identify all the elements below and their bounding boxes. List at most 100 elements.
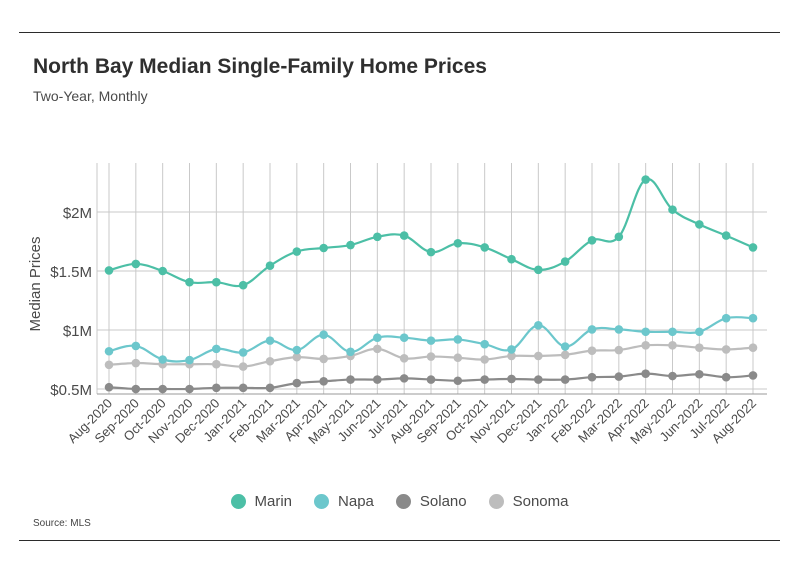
- data-point-marin: [587, 236, 597, 245]
- data-point-marin: [534, 265, 543, 275]
- data-point-sonoma: [104, 360, 114, 370]
- legend-label-solano: Solano: [419, 493, 467, 510]
- data-point-solano: [668, 371, 677, 381]
- legend-label-sonoma: Sonoma: [512, 493, 569, 510]
- data-point-napa: [158, 355, 167, 364]
- data-point-sonoma: [453, 353, 463, 363]
- data-point-marin: [480, 243, 489, 252]
- data-point-sonoma: [292, 352, 302, 362]
- data-point-solano: [560, 375, 570, 384]
- data-point-solano: [480, 375, 489, 384]
- legend-item-marin[interactable]: Marin: [230, 493, 293, 510]
- data-point-marin: [614, 232, 624, 242]
- data-point-sonoma: [587, 346, 597, 355]
- data-point-napa: [131, 341, 141, 351]
- data-point-napa: [587, 325, 597, 334]
- data-point-marin: [104, 266, 114, 275]
- data-point-napa: [507, 345, 516, 354]
- data-point-sonoma: [614, 345, 624, 355]
- legend-label-marin: Marin: [254, 493, 293, 510]
- data-point-napa: [641, 327, 650, 337]
- legend-item-solano[interactable]: Solano: [395, 493, 467, 510]
- data-point-marin: [185, 277, 194, 287]
- data-point-marin: [695, 220, 704, 229]
- data-point-sonoma: [319, 354, 328, 364]
- data-point-solano: [614, 372, 624, 381]
- data-point-solano: [212, 383, 221, 393]
- data-point-sonoma: [426, 352, 436, 361]
- legend-swatch-napa: [314, 494, 330, 509]
- data-point-sonoma: [238, 362, 248, 371]
- data-point-solano: [265, 383, 275, 393]
- chart-legend: Marin Napa Solano Sonoma: [0, 493, 799, 510]
- data-point-sonoma: [534, 351, 543, 361]
- data-point-sonoma: [560, 350, 570, 360]
- data-point-solano: [426, 375, 436, 384]
- data-point-napa: [265, 336, 275, 345]
- data-point-napa: [185, 355, 194, 365]
- data-point-solano: [453, 376, 463, 386]
- data-point-marin: [265, 261, 275, 270]
- data-point-sonoma: [480, 355, 489, 364]
- legend-swatch-marin: [230, 494, 246, 509]
- chart-title: North Bay Median Single-Family Home Pric…: [33, 55, 487, 78]
- legend-item-sonoma[interactable]: Sonoma: [488, 493, 569, 510]
- data-point-marin: [721, 231, 731, 240]
- data-point-solano: [346, 375, 355, 384]
- data-point-napa: [292, 345, 302, 355]
- data-point-sonoma: [399, 354, 409, 363]
- data-point-marin: [668, 205, 677, 214]
- data-point-sonoma: [131, 358, 141, 368]
- data-point-napa: [695, 327, 704, 337]
- data-point-solano: [534, 375, 543, 384]
- data-point-solano: [373, 375, 382, 384]
- data-point-marin: [292, 247, 302, 256]
- data-point-napa: [212, 344, 221, 354]
- data-point-solano: [695, 369, 704, 379]
- data-point-sonoma: [748, 343, 758, 353]
- y-tick-label: $1M: [63, 323, 92, 340]
- data-point-napa: [668, 327, 677, 337]
- legend-swatch-solano: [395, 494, 411, 509]
- data-point-solano: [292, 378, 302, 388]
- y-tick-label: $2M: [63, 205, 92, 222]
- data-point-napa: [748, 313, 758, 323]
- data-point-napa: [346, 347, 355, 357]
- data-point-marin: [212, 277, 221, 287]
- y-tick-label: $1.5M: [50, 264, 92, 281]
- data-point-napa: [560, 342, 570, 351]
- data-point-marin: [748, 243, 758, 252]
- data-point-marin: [560, 257, 570, 266]
- data-point-napa: [721, 313, 731, 323]
- data-point-marin: [158, 266, 167, 276]
- data-point-sonoma: [507, 351, 516, 361]
- data-point-napa: [453, 335, 463, 344]
- data-point-marin: [346, 240, 355, 250]
- data-point-marin: [131, 259, 141, 269]
- data-point-sonoma: [212, 359, 221, 369]
- data-point-sonoma: [668, 341, 677, 350]
- source-note: Source: MLS: [33, 518, 91, 529]
- data-point-solano: [158, 384, 167, 394]
- y-axis-title: Median Prices: [27, 236, 44, 331]
- data-point-solano: [748, 371, 758, 380]
- data-point-marin: [319, 243, 328, 253]
- data-point-napa: [238, 348, 248, 357]
- legend-item-napa[interactable]: Napa: [314, 493, 374, 510]
- chart-subtitle: Two-Year, Monthly: [33, 88, 148, 104]
- legend-label-napa: Napa: [338, 493, 374, 510]
- data-point-marin: [373, 232, 382, 242]
- data-point-sonoma: [265, 356, 275, 366]
- data-point-napa: [614, 325, 624, 334]
- bottom-rule: [19, 540, 780, 541]
- data-point-marin: [641, 175, 650, 184]
- data-point-napa: [373, 333, 382, 342]
- data-point-sonoma: [721, 345, 731, 354]
- data-point-solano: [131, 384, 141, 394]
- data-point-solano: [238, 383, 248, 393]
- data-point-solano: [587, 372, 597, 382]
- data-point-solano: [507, 374, 516, 384]
- data-point-napa: [426, 336, 436, 345]
- data-point-solano: [185, 384, 194, 394]
